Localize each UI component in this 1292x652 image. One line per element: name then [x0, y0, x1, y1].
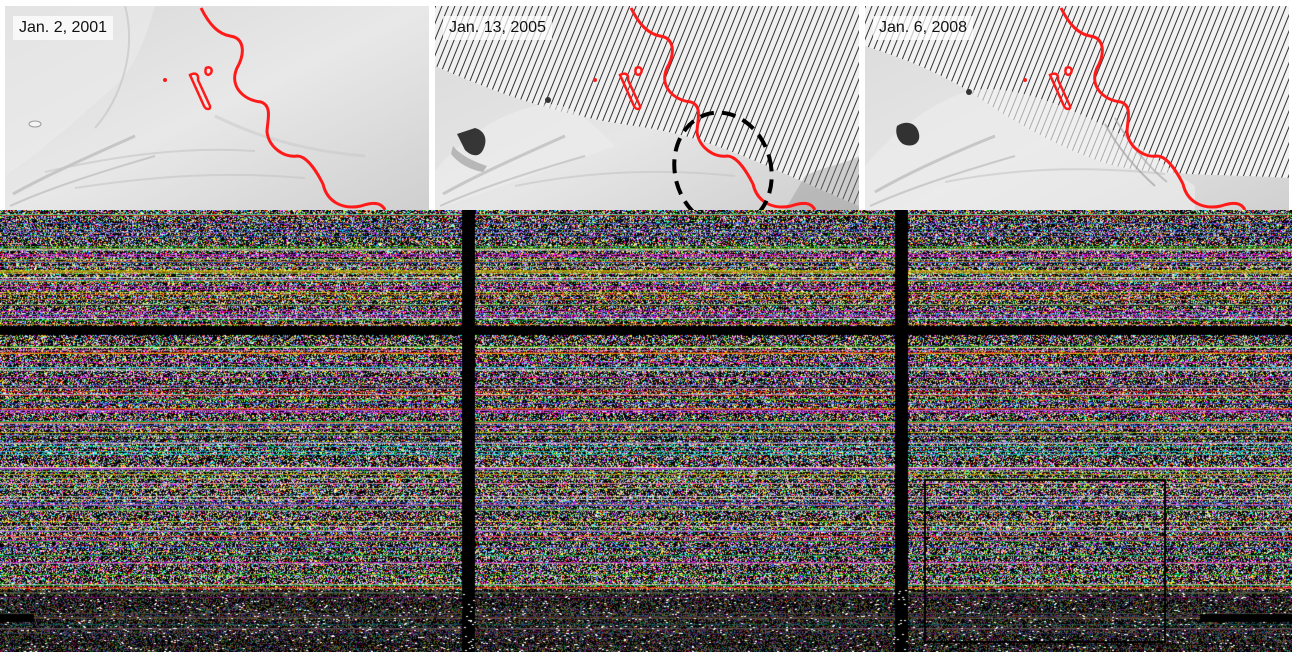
boundary-line [629, 7, 817, 210]
noise-canvas [0, 210, 1292, 652]
red-marker-dot [593, 78, 597, 82]
ice-image-2005 [435, 6, 859, 210]
date-label: Jan. 2, 2001 [13, 16, 114, 40]
boundary-line [1059, 7, 1247, 210]
red-marker-dot [163, 78, 167, 82]
panel-2005: Jan. 13, 2005 [435, 6, 859, 210]
panel-2001: Jan. 2, 2001 [5, 6, 429, 210]
ice-image-2001 [5, 6, 429, 210]
red-marker-dot [1023, 78, 1027, 82]
panel-2008: Jan. 6, 2008 [865, 6, 1289, 210]
date-label: Jan. 6, 2008 [873, 16, 974, 40]
date-label: Jan. 13, 2005 [443, 16, 552, 40]
corrupted-image-region [0, 210, 1292, 652]
highlight-ellipse [672, 110, 774, 210]
